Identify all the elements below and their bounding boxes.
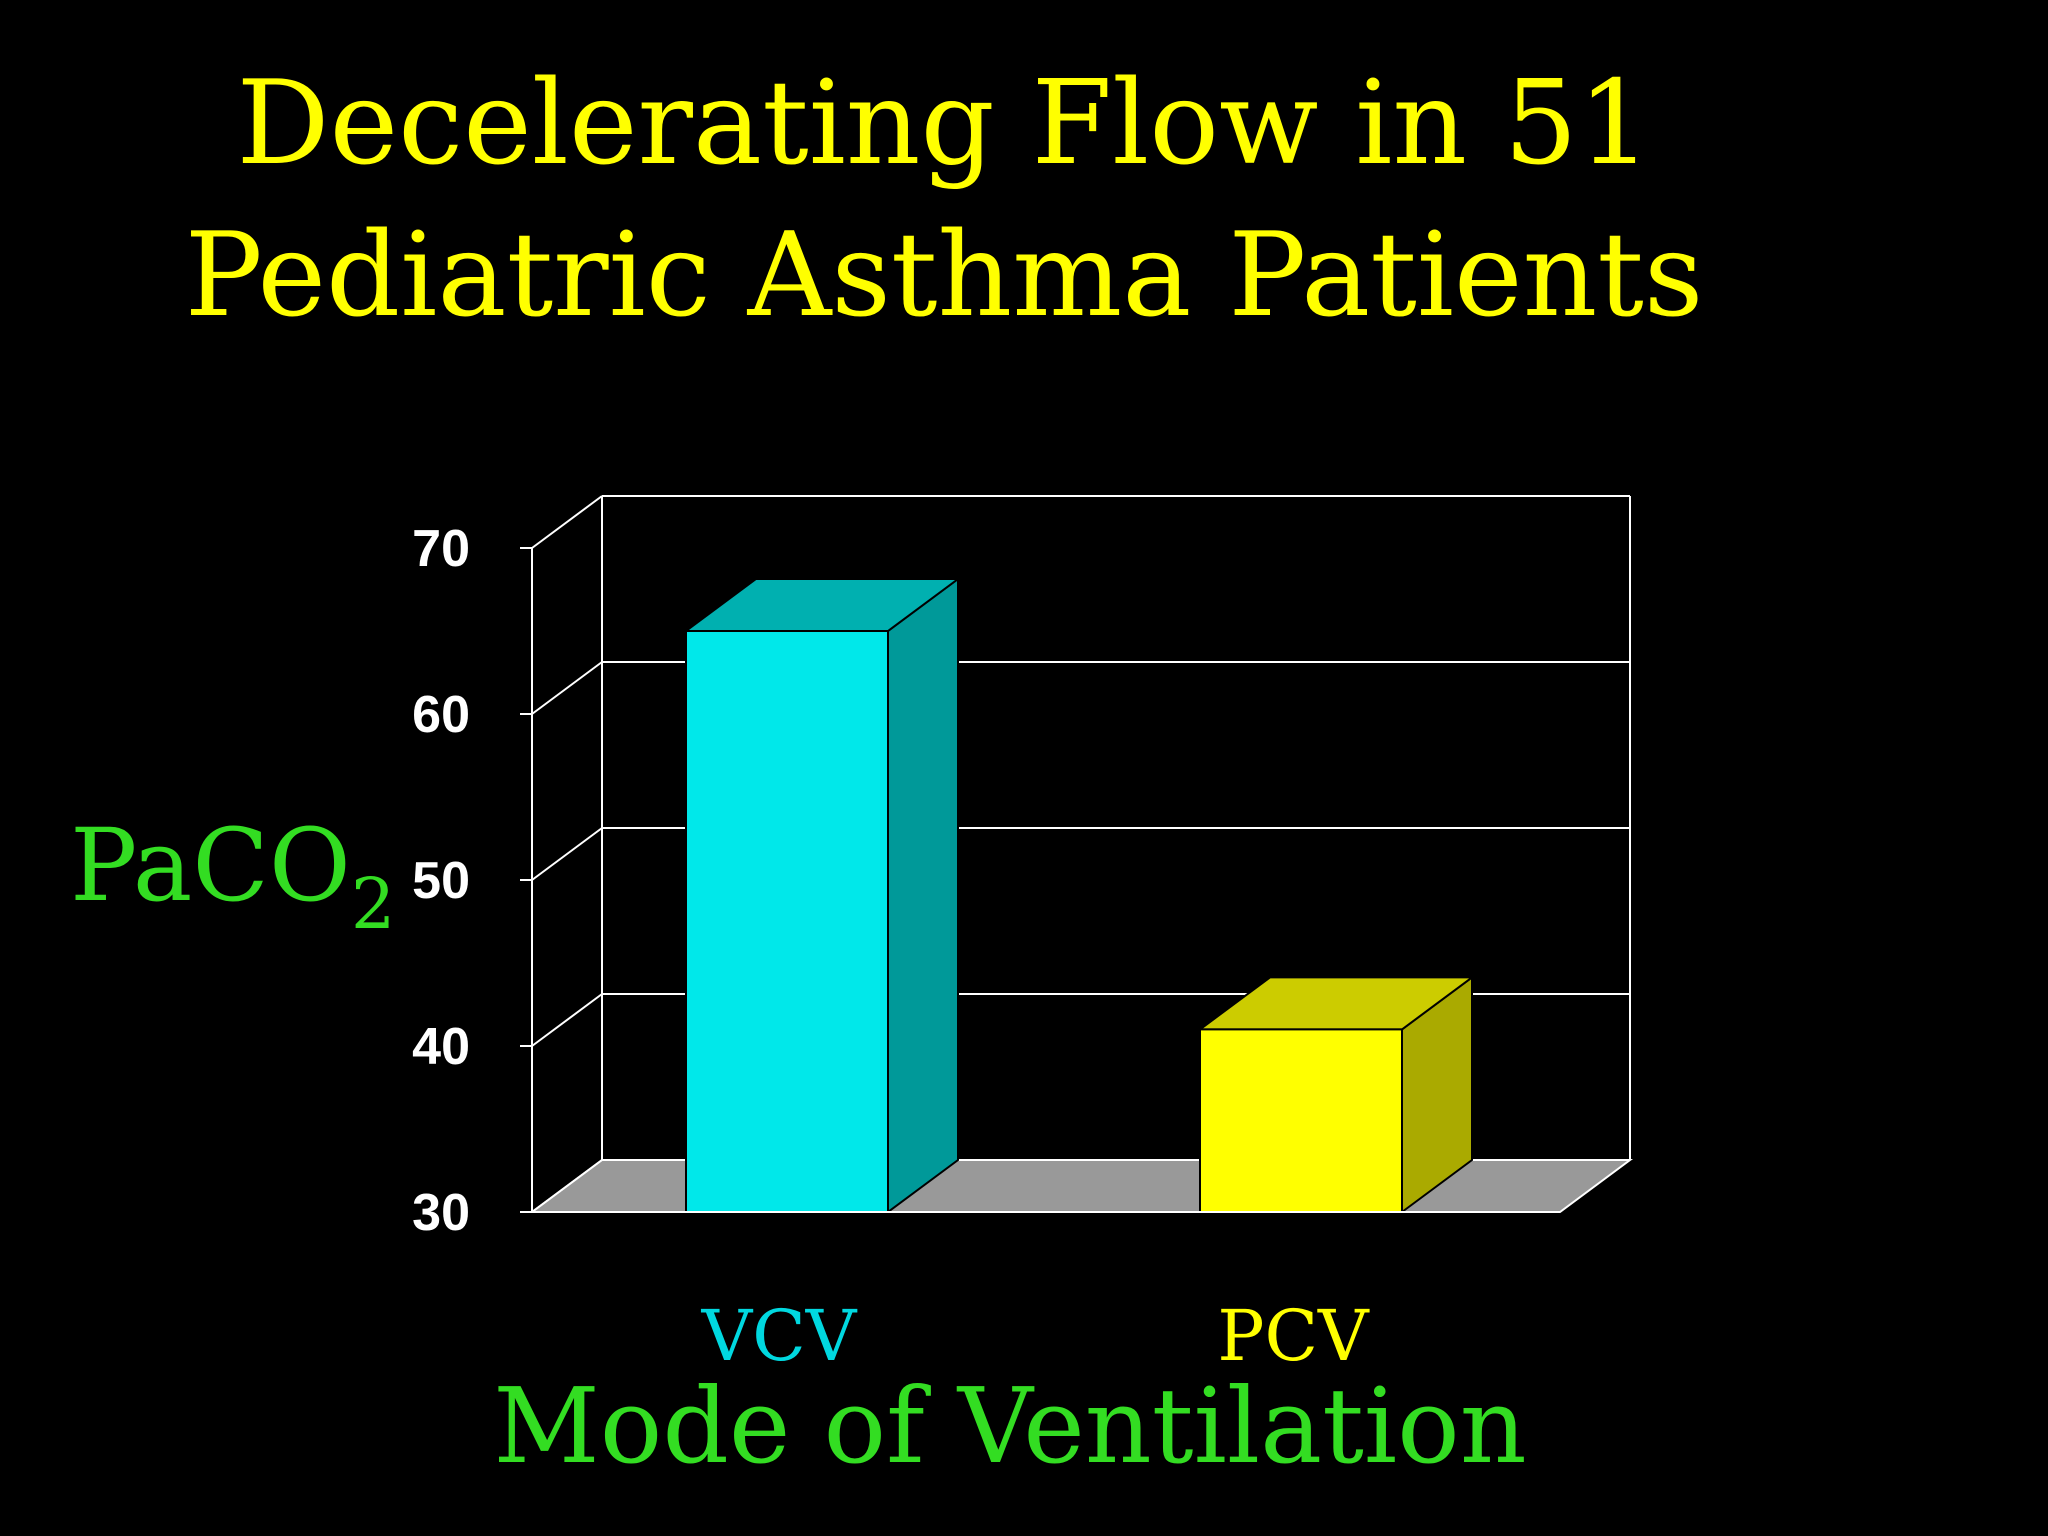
side-wall-gridline xyxy=(531,661,603,715)
bar-front-face xyxy=(1199,1028,1403,1214)
slide-title-line-2: Pediatric Asthma Patients xyxy=(184,208,1704,343)
bar-pcv xyxy=(1196,975,1476,1214)
bar-side-face xyxy=(887,577,959,1214)
side-wall-gridline xyxy=(531,1159,603,1213)
x-axis-label: Mode of Ventilation xyxy=(493,1365,1527,1487)
bar-vcv xyxy=(682,577,962,1214)
y-tick-label: 50 xyxy=(412,852,470,910)
y-axis-label: PaCO2 xyxy=(70,807,395,945)
y-tick-label: 70 xyxy=(412,520,470,578)
y-axis-label-main: PaCO xyxy=(70,807,351,924)
y-axis-ticks: 70 60 50 40 30 xyxy=(412,520,470,1242)
x-category-label: PCV xyxy=(1217,1295,1370,1377)
y-tick-label: 60 xyxy=(412,686,470,744)
x-axis-categories: VCV PCV xyxy=(701,1295,1370,1377)
y-tick-label: 40 xyxy=(412,1018,470,1076)
y-axis-label-subscript: 2 xyxy=(351,863,396,945)
side-wall-gridline xyxy=(531,827,603,881)
x-category-label: VCV xyxy=(701,1295,858,1377)
slide-title-line-1: Decelerating Flow in 51 xyxy=(236,56,1652,191)
side-wall-gridline xyxy=(531,993,603,1047)
bar-front-face xyxy=(685,630,889,1213)
side-wall-gridline xyxy=(531,495,603,549)
y-tick-label: 30 xyxy=(412,1184,470,1242)
chart-bars xyxy=(532,577,1560,1214)
